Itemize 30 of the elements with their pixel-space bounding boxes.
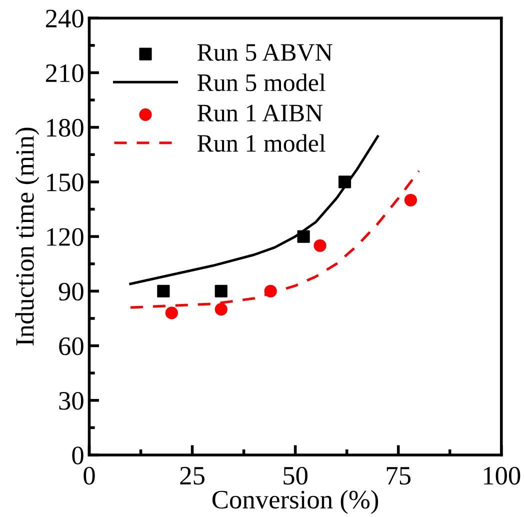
y-tick-label: 120 [47, 228, 84, 246]
point [338, 176, 352, 188]
y-tick-label: 240 [46, 10, 84, 28]
point [214, 284, 228, 298]
legend-label: Run 1 model [197, 134, 326, 152]
legend-label: Run 5 model [197, 74, 326, 92]
x-tick-label: 25 [180, 466, 204, 485]
y-tick-label: 30 [59, 392, 84, 410]
y-tick-label: 90 [58, 282, 84, 301]
point [314, 239, 326, 252]
legend-label: Run 1 AIBN [197, 104, 323, 122]
point [165, 306, 178, 320]
legend-label: Run 5 ABVN [197, 44, 332, 61]
point [157, 284, 170, 298]
point [264, 284, 277, 298]
x-tick-label: 100 [484, 466, 520, 485]
x-tick-label: 75 [386, 467, 411, 485]
x-axis-title: Conversion (%) [212, 490, 378, 514]
y-tick-label: 150 [47, 174, 84, 192]
point [404, 194, 417, 206]
y-tick-label: 210 [46, 64, 84, 82]
line-series [129, 135, 379, 286]
y-axis-title: Induction time (min) [15, 128, 40, 346]
point [297, 230, 310, 243]
point [214, 303, 228, 316]
x-tick-label: 50 [284, 466, 308, 485]
y-tick-label: 0 [72, 446, 84, 464]
y-tick-label: 60 [59, 337, 84, 356]
x-tick-label: 0 [84, 466, 95, 485]
y-tick-label: 180 [47, 118, 84, 137]
